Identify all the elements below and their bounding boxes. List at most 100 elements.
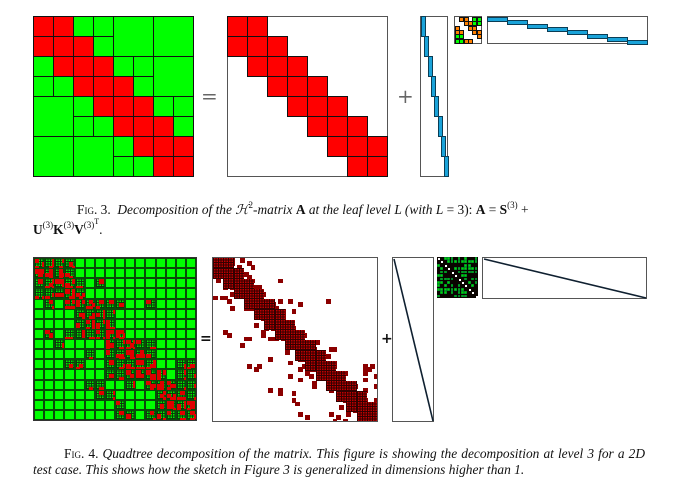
near-field-subblock [116, 353, 121, 358]
near-field-block [307, 116, 328, 137]
far-field-block [73, 116, 94, 137]
diagonal-line-icon [393, 258, 434, 422]
near-field-subblock [139, 353, 144, 358]
basis-matrix-u [392, 257, 434, 422]
far-field-block [84, 308, 97, 321]
basis-block [527, 23, 548, 29]
far-field-block [454, 267, 457, 271]
near-field-subblock [159, 394, 165, 399]
near-field-subblock [72, 299, 77, 304]
near-field-subblock [146, 367, 151, 372]
near-field-subblock [143, 353, 148, 358]
near-field-subblock [95, 326, 101, 331]
near-field-subblock [254, 322, 259, 328]
far-field-block [145, 409, 158, 420]
far-field-block [74, 349, 85, 360]
basis-block [437, 116, 443, 137]
far-field-block [165, 308, 176, 319]
far-field-block [467, 263, 471, 267]
near-field-subblock [92, 302, 97, 308]
near-field-subblock [149, 363, 155, 368]
far-field-block [145, 268, 156, 279]
far-field-block [125, 349, 138, 362]
near-field-block [274, 309, 285, 320]
near-field-subblock [41, 269, 47, 274]
near-field-subblock [58, 269, 63, 274]
near-field-block [367, 156, 388, 177]
near-field-subblock [109, 299, 114, 304]
near-field-block [346, 401, 357, 412]
near-field-subblock [105, 350, 111, 355]
far-field-block [33, 136, 74, 177]
near-field-subblock [176, 404, 182, 409]
far-field-block [115, 268, 126, 279]
far-field-block [165, 369, 176, 380]
near-field-subblock [267, 357, 273, 362]
far-field-block [54, 409, 65, 420]
near-field-block [33, 16, 54, 37]
far-field-block [125, 359, 138, 372]
far-field-block [135, 318, 146, 329]
far-field-block [443, 277, 447, 281]
near-field-block [315, 360, 326, 371]
near-field-subblock [75, 286, 80, 291]
near-field-subblock [170, 383, 175, 389]
far-field-block [104, 288, 115, 299]
far-field-block [153, 16, 194, 57]
near-field-subblock [163, 390, 168, 395]
far-field-block [93, 16, 114, 37]
near-field-subblock [271, 336, 276, 342]
near-field-block [356, 411, 367, 421]
near-field-subblock [58, 272, 63, 277]
far-field-block [464, 274, 468, 277]
near-field-block [284, 329, 295, 340]
far-field-block [145, 349, 156, 360]
far-field-block [74, 288, 87, 301]
far-field-block [437, 280, 440, 284]
near-field-subblock [112, 390, 117, 395]
far-field-block [54, 379, 65, 390]
far-field-block [175, 409, 188, 420]
transfer-block [476, 34, 482, 40]
near-field-block [327, 96, 348, 117]
far-field-block [84, 349, 95, 362]
near-field-subblock [51, 306, 57, 311]
far-field-block [84, 389, 95, 400]
near-field-block [347, 156, 368, 177]
far-field-block [94, 298, 105, 311]
far-field-block [155, 409, 168, 420]
near-field-subblock [363, 377, 369, 383]
near-field-subblock [65, 286, 70, 291]
near-field-subblock [62, 272, 67, 277]
far-field-block [185, 339, 196, 350]
far-field-block [84, 328, 97, 341]
far-field-block [135, 278, 146, 289]
near-field-subblock [173, 394, 178, 399]
far-field-block [125, 409, 136, 420]
near-field-subblock [366, 367, 372, 373]
near-field-subblock [223, 329, 229, 335]
far-field-block [34, 318, 45, 329]
near-field-subblock [183, 367, 188, 372]
near-field-subblock [119, 336, 124, 341]
far-field-block [135, 328, 146, 339]
far-field-block [437, 274, 440, 277]
near-field-subblock [173, 383, 178, 389]
near-field-subblock [68, 306, 74, 311]
far-field-block [74, 379, 85, 390]
far-field-block [165, 268, 176, 279]
far-field-block [125, 399, 136, 410]
near-field-subblock [373, 398, 377, 403]
near-field-subblock [149, 377, 155, 382]
near-field-subblock [72, 279, 77, 284]
near-field-subblock [190, 404, 195, 409]
far-field-block [104, 379, 115, 390]
diagonal-gap [472, 292, 475, 295]
far-field-block [104, 298, 115, 309]
far-field-block [153, 56, 194, 97]
far-field-block [471, 270, 474, 274]
near-field-subblock [55, 292, 60, 298]
near-field-subblock [126, 346, 131, 352]
diagonal-gap [444, 264, 447, 267]
far-field-block [73, 136, 114, 177]
